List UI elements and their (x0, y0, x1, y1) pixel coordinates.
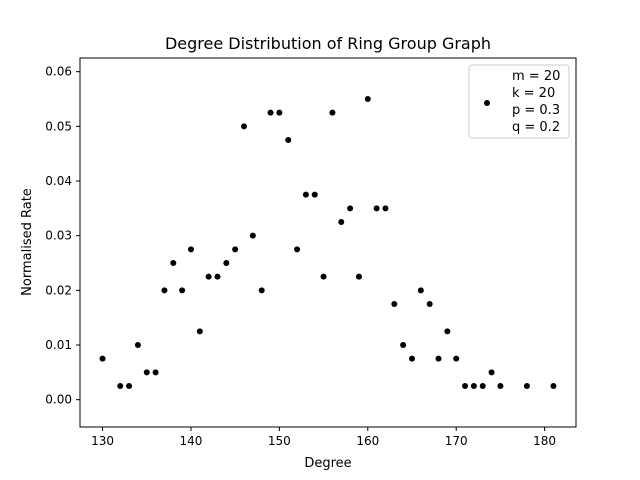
data-points (99, 96, 557, 389)
legend-line-2: k = 20 (512, 86, 555, 101)
x-tick-label: 140 (180, 434, 203, 448)
data-point (320, 273, 327, 280)
data-point (444, 328, 451, 335)
data-point (462, 383, 469, 389)
data-point (382, 205, 389, 212)
data-point (161, 287, 168, 294)
data-point (126, 383, 133, 389)
data-point (223, 260, 230, 266)
data-point (408, 355, 415, 362)
data-point (302, 191, 309, 198)
y-tick-label: 0.00 (45, 393, 72, 407)
y-axis-label: Normalised Rate (20, 188, 35, 296)
y-tick-label: 0.04 (45, 174, 72, 188)
data-point (294, 246, 301, 253)
legend-line-1: m = 20 (512, 69, 560, 84)
data-point (479, 383, 486, 389)
data-point (134, 342, 141, 348)
data-point (400, 342, 407, 348)
legend: m = 20 k = 20 p = 0.3 q = 0.2 (468, 64, 570, 139)
x-axis-label: Degree (304, 456, 351, 471)
data-point (355, 273, 362, 280)
data-point (258, 287, 265, 294)
data-point (329, 109, 336, 116)
y-tick-label: 0.02 (45, 283, 72, 297)
data-point (179, 287, 186, 294)
legend-marker (484, 100, 490, 106)
chart-title: Degree Distribution of Ring Group Graph (165, 34, 491, 53)
data-point (435, 355, 442, 362)
y-tick-label: 0.06 (45, 65, 72, 79)
y-tick-label: 0.03 (45, 229, 72, 243)
data-point (170, 260, 177, 266)
legend-line-3: p = 0.3 (512, 103, 560, 118)
x-tick-label: 150 (268, 434, 291, 448)
data-point (417, 287, 424, 294)
x-tick-label: 130 (91, 434, 114, 448)
data-point (347, 205, 354, 212)
data-point (143, 369, 150, 376)
data-point (241, 123, 248, 130)
legend-box (468, 64, 570, 139)
data-point (391, 301, 398, 307)
data-point (214, 273, 221, 280)
data-point (152, 369, 159, 376)
axis-ticks: 130 140 150 160 170 180 0.00 0.01 0.02 0.03 0.04 0.… (45, 65, 556, 448)
x-tick-label: 180 (533, 434, 556, 448)
data-point (276, 109, 283, 116)
data-point (311, 191, 318, 198)
data-point (550, 383, 557, 389)
legend-line-4: q = 0.2 (512, 120, 560, 135)
data-point (249, 232, 256, 239)
data-point (205, 273, 212, 280)
data-point (117, 383, 124, 389)
data-point (196, 328, 203, 335)
data-point (267, 109, 274, 116)
data-point (470, 383, 477, 389)
data-point (523, 383, 530, 389)
data-point (232, 246, 239, 253)
plot-frame (79, 57, 577, 428)
x-tick-label: 160 (356, 434, 379, 448)
data-point (338, 219, 345, 225)
x-tick-label: 170 (445, 434, 468, 448)
data-point (426, 301, 433, 307)
data-point (488, 369, 495, 376)
data-point (364, 96, 371, 102)
y-tick-label: 0.05 (45, 119, 72, 133)
y-tick-label: 0.01 (45, 338, 72, 352)
data-point (373, 205, 380, 212)
data-point (497, 383, 504, 389)
data-point (99, 355, 106, 362)
data-point (285, 137, 292, 143)
data-point (187, 246, 194, 253)
data-point (453, 355, 460, 362)
